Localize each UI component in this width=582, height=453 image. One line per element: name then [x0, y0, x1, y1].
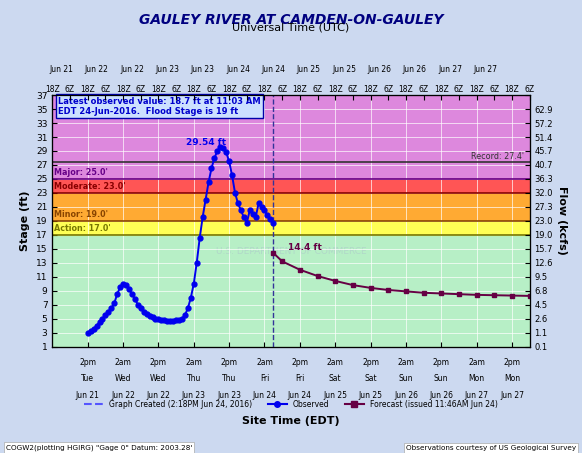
Text: Major: 25.0': Major: 25.0' [54, 168, 108, 177]
Text: Mon: Mon [504, 374, 520, 383]
Text: Sat: Sat [364, 374, 377, 383]
Text: Moderate: 23.0': Moderate: 23.0' [54, 182, 126, 191]
Text: Jun 27: Jun 27 [500, 390, 524, 400]
Bar [52, 221, 530, 235]
Text: Jun 22: Jun 22 [147, 390, 171, 400]
Text: 2pm: 2pm [433, 358, 450, 367]
Text: 2pm: 2pm [221, 358, 237, 367]
Text: Sun: Sun [399, 374, 413, 383]
Text: 2pm: 2pm [292, 358, 308, 367]
Bar [52, 179, 530, 193]
Text: Jun 25: Jun 25 [359, 390, 382, 400]
Text: U.S. DEPARTMENT OF COMMERCE: U.S. DEPARTMENT OF COMMERCE [216, 246, 366, 255]
Text: Jun 23: Jun 23 [182, 390, 206, 400]
Text: Jun 23: Jun 23 [191, 65, 215, 74]
Text: Jun 23: Jun 23 [217, 390, 241, 400]
Y-axis label: Stage (ft): Stage (ft) [20, 191, 30, 251]
Text: 2am: 2am [468, 358, 485, 367]
Text: Sun: Sun [434, 374, 449, 383]
Text: 2am: 2am [327, 358, 343, 367]
Text: Universal Time (UTC): Universal Time (UTC) [232, 23, 350, 33]
Text: 2pm: 2pm [503, 358, 520, 367]
Text: Minor: 19.0': Minor: 19.0' [54, 210, 108, 219]
Bar [52, 95, 530, 179]
Text: Jun 26: Jun 26 [394, 390, 418, 400]
Text: 2pm: 2pm [150, 358, 167, 367]
Text: COGW2(plotting HGIRG) "Gage 0" Datum: 2003.28': COGW2(plotting HGIRG) "Gage 0" Datum: 20… [6, 444, 192, 451]
Text: Jun 24: Jun 24 [226, 65, 250, 74]
Text: 14.4 ft: 14.4 ft [288, 243, 322, 252]
Bar [52, 235, 530, 347]
Text: Record: 27.4': Record: 27.4' [471, 152, 524, 161]
Text: Jun 27: Jun 27 [473, 65, 498, 74]
Text: Jun 22: Jun 22 [111, 390, 135, 400]
Text: Jun 22: Jun 22 [84, 65, 108, 74]
Text: Fri: Fri [260, 374, 269, 383]
Text: 2am: 2am [115, 358, 132, 367]
Text: Jun 24: Jun 24 [288, 390, 312, 400]
Text: Jun 22: Jun 22 [120, 65, 144, 74]
Text: 29.54 ft: 29.54 ft [186, 138, 226, 147]
Text: Site Time (EDT): Site Time (EDT) [242, 415, 340, 425]
Text: 2pm: 2pm [79, 358, 96, 367]
Text: Jun 21: Jun 21 [76, 390, 100, 400]
Text: 2pm: 2pm [362, 358, 379, 367]
Text: Thu: Thu [222, 374, 236, 383]
Legend: Graph Created (2:18PM Jun 24, 2016), Observed, Forecast (issued 11:46AM Jun 24): Graph Created (2:18PM Jun 24, 2016), Obs… [81, 397, 501, 412]
Text: Fri: Fri [295, 374, 304, 383]
Bar [52, 193, 530, 221]
Text: Jun 25: Jun 25 [297, 65, 321, 74]
Text: Sat: Sat [329, 374, 342, 383]
Text: Jun 26: Jun 26 [403, 65, 427, 74]
Text: Latest observed value: 18.7 ft at 11:03 AM
EDT 24-Jun-2016.  Flood Stage is 19 f: Latest observed value: 18.7 ft at 11:03 … [58, 96, 261, 116]
Text: Mon: Mon [469, 374, 485, 383]
Text: Tue: Tue [81, 374, 94, 383]
Text: Jun 25: Jun 25 [332, 65, 356, 74]
Text: Action: 17.0': Action: 17.0' [54, 224, 111, 233]
Text: Jun 27: Jun 27 [464, 390, 489, 400]
Text: 2am: 2am [256, 358, 273, 367]
Text: Thu: Thu [187, 374, 201, 383]
Text: Jun 25: Jun 25 [323, 390, 347, 400]
Text: Wed: Wed [150, 374, 166, 383]
Text: 2am: 2am [398, 358, 414, 367]
Text: 2am: 2am [185, 358, 202, 367]
Text: Jun 26: Jun 26 [367, 65, 391, 74]
Text: Jun 24: Jun 24 [261, 65, 285, 74]
Text: Jun 21: Jun 21 [49, 65, 73, 74]
Text: Observations courtesy of US Geological Survey: Observations courtesy of US Geological S… [406, 445, 576, 451]
Text: Jun 27: Jun 27 [438, 65, 462, 74]
Y-axis label: Flow (kcfs): Flow (kcfs) [557, 186, 567, 255]
Text: Jun 26: Jun 26 [430, 390, 453, 400]
Text: Jun 24: Jun 24 [253, 390, 276, 400]
Text: Jun 23: Jun 23 [155, 65, 179, 74]
Text: Wed: Wed [115, 374, 132, 383]
Text: GAULEY RIVER AT CAMDEN-ON-GAULEY: GAULEY RIVER AT CAMDEN-ON-GAULEY [139, 13, 443, 27]
